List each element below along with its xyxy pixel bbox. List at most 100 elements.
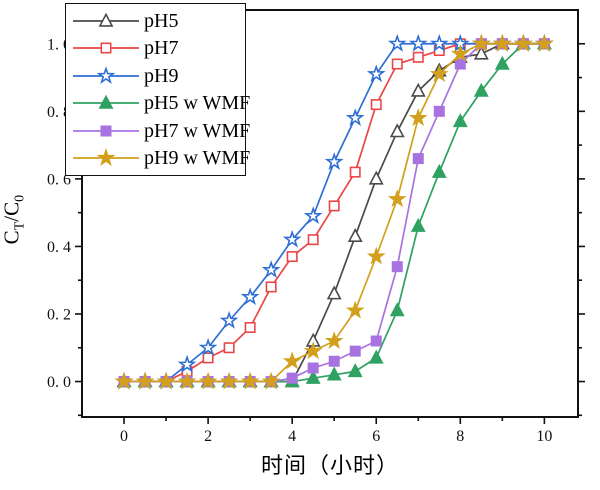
data-point-pH9-w-WMF [114,371,134,390]
data-point-pH9-w-WMF [198,371,218,390]
legend-marker [96,65,116,84]
data-point-pH9-w-WMF [219,371,239,390]
x-axis-tick-label: 4 [288,428,296,445]
x-axis-tick-label: 8 [456,428,464,445]
data-point-pH7 [244,321,256,333]
y-axis-tick-label: 0. 2 [47,306,71,323]
legend-marker [100,42,112,54]
data-point-pH9 [177,354,197,373]
data-point-pH7 [370,99,382,111]
data-point-pH7 [265,281,277,293]
data-point-pH9 [282,229,302,248]
legend-marker-star-open-icon [73,65,139,84]
legend-label: pH5 w WMF [144,92,251,115]
data-point-pH5 [410,82,426,97]
legend-item-pH7: pH7 [70,35,241,63]
legend-label: pH5 [144,9,179,32]
data-point-pH9 [219,310,239,329]
data-point-pH5-w-WMF [347,363,363,378]
data-point-pH7-w-WMF [349,345,361,357]
data-point-pH9-w-WMF [261,371,281,390]
legend-item-pH5-w-WMF: pH5 w WMF [70,90,250,118]
data-point-pH7 [328,200,340,212]
legend-marker [96,148,116,167]
legend-item-pH9: pH9 [70,62,241,90]
data-point-pH5-w-WMF [452,113,468,128]
y-axis-tick-label: 0. 4 [47,239,71,256]
data-point-pH7 [307,234,319,246]
legend-marker [98,94,114,109]
data-point-pH9-w-WMF [429,64,449,83]
data-point-pH5-w-WMF [494,55,510,70]
data-point-pH9 [240,287,260,306]
data-point-pH7 [349,166,361,178]
data-point-pH9 [261,260,281,279]
data-point-pH9-w-WMF [471,33,491,52]
legend-marker-triangle-filled-icon [73,94,139,109]
data-point-pH7 [202,352,214,364]
data-point-pH9-w-WMF [345,300,365,319]
data-point-pH9 [387,33,407,52]
data-point-pH9-w-WMF [135,371,155,390]
plot-frame [81,9,579,418]
data-point-pH9-w-WMF [492,33,512,52]
data-point-pH5 [473,45,489,60]
data-point-pH7 [223,342,235,354]
data-point-pH9-w-WMF [177,371,197,390]
legend-item-pH9-w-WMF: pH9 w WMF [70,145,250,173]
data-point-pH5-w-WMF [368,349,384,364]
data-point-pH9-w-WMF [303,341,323,360]
legend-marker [100,125,112,137]
legend-label: pH9 w WMF [144,147,251,170]
data-point-pH7-w-WMF [328,355,340,367]
legend-marker [98,12,114,27]
data-point-pH9 [345,108,365,127]
data-point-pH5 [368,170,384,185]
data-point-pH7 [391,58,403,70]
legend-marker-square-filled-icon [73,125,139,137]
data-point-pH5-w-WMF [473,82,489,97]
data-point-pH7-w-WMF [454,58,466,70]
data-point-pH7 [286,251,298,263]
x-axis-tick-label: 10 [536,428,552,445]
data-point-pH5-w-WMF [305,369,321,384]
data-point-pH7-w-WMF [412,153,424,165]
legend-marker-triangle-open-icon [73,12,139,27]
data-point-pH9 [198,337,218,356]
data-point-pH9 [366,64,386,83]
data-point-pH9-w-WMF [282,351,302,370]
data-point-pH7-w-WMF [391,261,403,273]
data-point-pH9-w-WMF [366,246,386,265]
legend-item-pH7-w-WMF: pH7 w WMF [70,117,250,145]
data-point-pH7-w-WMF [433,105,445,117]
data-point-pH5 [389,123,405,138]
x-axis-title: 时间（小时） [260,453,399,478]
data-point-pH5 [347,227,363,242]
data-point-pH9-w-WMF [324,331,344,349]
x-axis-tick-label: 2 [204,428,212,445]
data-point-pH9 [429,33,449,52]
data-point-pH9 [303,206,323,225]
x-axis-tick-label: 0 [120,428,128,445]
data-point-pH9-w-WMF [387,189,407,208]
data-point-pH7-w-WMF [286,372,298,384]
data-point-pH9-w-WMF [535,33,554,52]
data-point-pH9-w-WMF [156,371,176,390]
data-point-pH7 [412,51,424,63]
data-point-pH9-w-WMF [513,33,533,52]
y-axis-title: CT/C0 [0,194,28,245]
y-axis-tick-label: 0. 0 [47,374,71,391]
data-point-pH9 [324,152,344,170]
legend-label: pH7 w WMF [144,119,251,142]
data-point-pH5-w-WMF [326,366,342,381]
legend-label: pH7 [144,37,179,60]
data-point-pH5 [326,285,342,300]
data-point-pH5-w-WMF [410,217,426,232]
data-point-pH9-w-WMF [240,371,260,390]
x-axis-tick-label: 6 [372,428,380,445]
data-point-pH5-w-WMF [389,302,405,317]
legend-item-pH5: pH5 [70,7,241,35]
data-point-pH5-w-WMF [431,163,447,178]
